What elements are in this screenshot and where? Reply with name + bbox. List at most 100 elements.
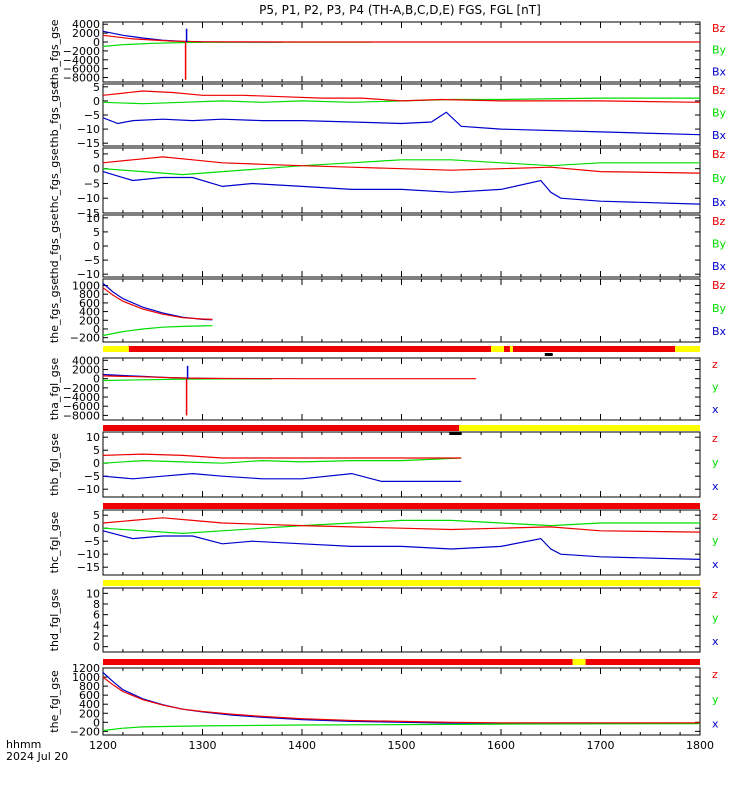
y-tick-label: 0	[93, 373, 100, 386]
y-tick-label: 5	[93, 226, 100, 239]
footer-unit: hhmm	[6, 738, 41, 751]
y-tick-label: −200	[70, 332, 100, 345]
flag-segment	[103, 503, 700, 509]
legend-Bz: Bz	[712, 148, 726, 161]
y-tick-label: −10	[77, 483, 100, 496]
y-axis-label: the_fgl_gse	[48, 670, 61, 733]
y-tick-label: 1000	[72, 280, 100, 293]
y-axis-label: thd_fgl_gse	[48, 588, 61, 651]
legend-x: x	[712, 480, 719, 493]
x-tick-label: 1800	[686, 739, 714, 752]
legend-Bx: Bx	[712, 260, 727, 273]
legend-Bx: Bx	[712, 196, 727, 209]
flag-segment	[572, 659, 586, 665]
y-tick-label: 200	[79, 707, 100, 720]
series-line-Bx	[102, 171, 701, 205]
y-axis-label: thc_fgl_gse	[48, 511, 61, 573]
legend-z: z	[712, 432, 718, 445]
y-tick-label: 800	[79, 288, 100, 301]
legend-z: z	[712, 358, 718, 371]
footer-date: 2024 Jul 20	[6, 750, 68, 763]
y-tick-label: 600	[79, 297, 100, 310]
series-line-Bz	[102, 90, 701, 103]
flag-segment	[103, 659, 573, 665]
y-tick-label: 8	[93, 598, 100, 611]
x-tick-label: 1500	[388, 739, 416, 752]
y-tick-label: −10	[77, 192, 100, 205]
panel-frame	[102, 587, 701, 653]
y-tick-label: 0	[93, 323, 100, 336]
panel-frame	[102, 431, 701, 498]
legend-Bx: Bx	[712, 325, 727, 338]
panel-tha_fgs_gse: 400020000−2000−4000−6000−8000tha_fgs_gse…	[48, 18, 727, 84]
flag-segment	[585, 659, 700, 665]
y-tick-label: −10	[77, 123, 100, 136]
y-tick-label: −10	[77, 268, 100, 281]
y-tick-label: 4000	[72, 354, 100, 367]
legend-Bx: Bx	[712, 129, 727, 142]
x-tick-label: 1400	[288, 739, 316, 752]
flag-segment	[512, 346, 676, 352]
legend-z: z	[712, 588, 718, 601]
y-tick-label: −5	[84, 177, 100, 190]
y-tick-label: 1000	[72, 671, 100, 684]
flag-segment	[459, 425, 700, 431]
figure-title: P5, P1, P2, P3, P4 (TH-A,B,C,D,E) FGS, F…	[259, 3, 541, 17]
y-tick-label: −8000	[63, 409, 100, 422]
y-tick-label: −5	[84, 535, 100, 548]
y-tick-label: −4000	[63, 391, 100, 404]
y-tick-label: 5	[93, 444, 100, 457]
y-tick-label: 400	[79, 306, 100, 319]
y-tick-label: 6	[93, 609, 100, 622]
y-tick-label: 0	[93, 95, 100, 108]
y-tick-label: −5	[84, 470, 100, 483]
y-tick-label: 0	[93, 522, 100, 535]
y-tick-label: 0	[93, 36, 100, 49]
y-tick-label: 0	[93, 716, 100, 729]
y-tick-label: 0	[93, 240, 100, 253]
flag-segment	[491, 346, 504, 352]
y-tick-label: −15	[77, 137, 100, 150]
series-line-Bx	[102, 282, 213, 321]
y-tick-label: −15	[77, 207, 100, 220]
y-tick-label: −5	[84, 109, 100, 122]
series-line-Bz	[102, 156, 701, 174]
y-tick-label: 5	[93, 81, 100, 94]
panels-group: 400020000−2000−4000−6000−8000tha_fgs_gse…	[48, 18, 727, 752]
flag-segment	[103, 580, 700, 586]
panel-frame	[102, 509, 701, 576]
legend-y: y	[712, 456, 719, 469]
series-line-By	[102, 325, 213, 337]
flag-segment	[675, 346, 700, 352]
y-tick-label: 0	[93, 641, 100, 654]
y-tick-label: −6000	[63, 400, 100, 413]
legend-By: By	[712, 302, 727, 315]
legend-x: x	[712, 403, 719, 416]
y-tick-label: −4000	[63, 54, 100, 67]
series-line-x	[102, 530, 701, 560]
legend-y: y	[712, 381, 719, 394]
flag-segment	[128, 346, 492, 352]
legend-z: z	[712, 510, 718, 523]
series-line-z	[102, 453, 462, 459]
panel-frame	[102, 214, 701, 278]
legend-y: y	[712, 611, 719, 624]
panel-thb_fgs_gse: 50−5−10−15 thb_fgs_gse Bz By Bx	[48, 81, 727, 150]
legend-By: By	[712, 107, 727, 120]
panel-thc_fgl_gse: 50−5−10−15 thc_fgl_gse zyx	[48, 509, 719, 586]
series-line-y	[102, 457, 462, 464]
y-axis-label: thb_fgl_gse	[48, 433, 61, 496]
flag-segment	[509, 346, 513, 352]
y-axis-label: thb_fgs_gse	[48, 82, 61, 148]
y-tick-label: 10	[86, 431, 100, 444]
y-tick-label: 4000	[72, 18, 100, 31]
y-tick-label: 4	[93, 619, 100, 632]
legend-Bz: Bz	[712, 84, 726, 97]
y-tick-label: −6000	[63, 63, 100, 76]
y-tick-label: −8000	[63, 72, 100, 85]
panel-frame	[102, 147, 701, 214]
